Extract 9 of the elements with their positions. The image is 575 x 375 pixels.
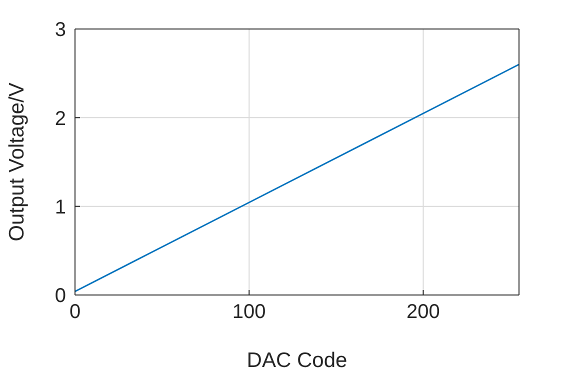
y-tick-label: 1 bbox=[54, 196, 66, 218]
y-tick-label: 2 bbox=[54, 108, 66, 130]
y-axis-title: Output Voltage/V bbox=[5, 82, 28, 242]
x-tick-label: 100 bbox=[232, 301, 266, 324]
x-tick-label: 0 bbox=[69, 301, 81, 324]
x-tick-label: 200 bbox=[406, 301, 440, 324]
y-tick-label: 3 bbox=[54, 19, 66, 42]
y-tick-label: 0 bbox=[54, 285, 66, 308]
x-axis-title: DAC Code bbox=[246, 349, 348, 372]
